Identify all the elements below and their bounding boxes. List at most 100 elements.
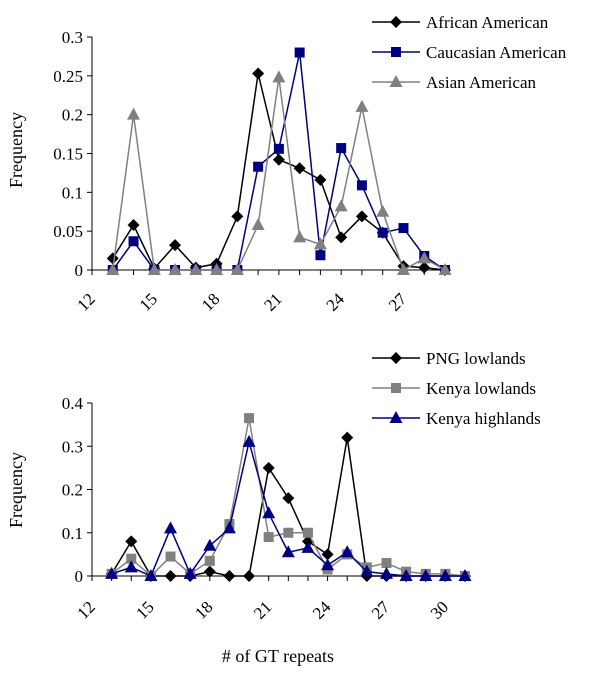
chart2-data-point xyxy=(203,538,217,551)
chart1-data-point xyxy=(335,231,348,244)
chart1-y-tick-label: 0.1 xyxy=(62,183,83,202)
chart1-x-tick-label: 12 xyxy=(73,289,98,314)
chart2-y-tick-label: 0.2 xyxy=(62,481,83,500)
chart2-data-point xyxy=(458,569,472,581)
chart2-data-point xyxy=(242,434,256,447)
chart2-data-point xyxy=(164,570,177,582)
chart2-y-tick-label: 0.3 xyxy=(62,437,83,456)
chart1-data-point xyxy=(231,210,244,223)
chart2-legend-marker xyxy=(389,411,403,423)
chart1-data-point xyxy=(273,143,284,154)
chart1-data-point xyxy=(106,263,120,275)
chart1-data-point xyxy=(106,252,119,265)
chart1-data-point xyxy=(417,251,431,264)
chart2-data-point xyxy=(321,548,334,561)
chart2-y-tick-label: 0 xyxy=(75,567,84,586)
chart1-legend-marker xyxy=(391,47,401,57)
chart1-data-point xyxy=(398,223,409,234)
chart1-data-point xyxy=(355,210,368,223)
chart2-legend-marker xyxy=(391,383,401,393)
chart1-data-point xyxy=(252,67,265,80)
chart2-data-point xyxy=(144,569,158,581)
chart2-data-point xyxy=(223,570,236,582)
chart1-data-point xyxy=(334,199,348,212)
chart1-y-tick-label: 0.3 xyxy=(62,28,83,47)
chart1-data-point xyxy=(315,250,326,261)
chart1-x-tick-label: 27 xyxy=(385,289,411,315)
chart1-y-tick-label: 0.15 xyxy=(53,145,83,164)
chart2-x-tick-label: 30 xyxy=(427,597,452,622)
chart1-data-point xyxy=(377,227,388,238)
chart2-data-point xyxy=(340,545,354,558)
chart1-legend-marker xyxy=(390,16,402,28)
chart1-y-tick-label: 0.05 xyxy=(53,222,83,241)
chart2-data-point xyxy=(282,492,295,505)
chart1-data-point xyxy=(272,153,285,166)
chart2-data-point xyxy=(321,558,335,571)
chart2-data-point xyxy=(262,506,276,519)
chart2-x-tick-label: 15 xyxy=(132,597,157,622)
chart1-y-tick-label: 0.25 xyxy=(53,67,83,86)
chart2-x-tick-label: 18 xyxy=(191,597,216,622)
chart1-data-point xyxy=(314,173,327,186)
chart2-legend-marker xyxy=(390,352,402,364)
chart2-data-point xyxy=(263,532,274,543)
chart2-data-point xyxy=(124,560,138,573)
chart2-data-point xyxy=(203,565,216,578)
chart2-legend-label: Kenya highlands xyxy=(426,409,541,428)
chart1-data-point xyxy=(127,107,141,120)
chart2-x-tick-label: 21 xyxy=(250,597,275,622)
chart1-x-tick-label: 21 xyxy=(260,289,285,314)
chart2-data-point xyxy=(281,545,295,558)
chart2-data-point xyxy=(301,540,315,553)
chart1-data-point xyxy=(418,261,431,274)
chart2-data-point xyxy=(381,558,392,569)
chart2-data-point xyxy=(126,553,137,564)
chart1-y-tick-label: 0 xyxy=(75,261,84,280)
chart1-x-tick-label: 24 xyxy=(323,289,349,315)
chart1-data-point xyxy=(230,263,244,275)
chart2-data-point xyxy=(164,521,178,534)
chart2-legend-label: Kenya lowlands xyxy=(426,379,536,398)
chart2-x-tick-label: 24 xyxy=(309,597,335,623)
chart1-data-point xyxy=(355,99,369,112)
chart1-y-tick-label: 0.2 xyxy=(62,106,83,125)
chart1-legend-label: Asian American xyxy=(426,73,536,92)
chart2-data-point xyxy=(379,566,393,579)
chart1-data-point xyxy=(272,70,286,83)
chart2-data-point xyxy=(283,527,294,538)
chart1-data-point xyxy=(396,263,410,275)
chart2-y-tick-label: 0.4 xyxy=(62,394,84,413)
chart1-data-point xyxy=(189,263,203,275)
chart1-data-point xyxy=(294,47,305,58)
chart2-data-point xyxy=(302,527,313,538)
chart2-data-point xyxy=(262,461,275,474)
chart1-data-point xyxy=(376,204,390,217)
chart1-data-point xyxy=(438,263,452,275)
chart2-data-point xyxy=(204,555,215,566)
chart2-data-point xyxy=(243,570,256,582)
chart2-x-tick-label: 27 xyxy=(368,597,394,623)
chart2-data-point xyxy=(244,413,255,424)
chart2-data-point xyxy=(419,569,433,581)
chart1-y-axis-title: Frequency xyxy=(6,112,26,188)
chart1-x-tick-label: 18 xyxy=(198,289,223,314)
chart1-series-line-3 xyxy=(112,77,446,272)
chart2-legend-label: PNG lowlands xyxy=(426,349,526,368)
chart1-data-point xyxy=(336,143,347,154)
chart2-data-point xyxy=(222,521,236,534)
chart2-data-point xyxy=(183,566,197,579)
chart2-x-tick-label: 12 xyxy=(73,597,98,622)
chart1-series-line-1 xyxy=(112,73,446,271)
chart2-data-point xyxy=(399,569,413,581)
chart2-data-point xyxy=(125,535,138,548)
chart1-data-point xyxy=(169,239,182,252)
chart1-x-tick-label: 15 xyxy=(136,289,161,314)
chart2-data-point xyxy=(105,566,119,579)
chart2-y-tick-label: 0.1 xyxy=(62,524,83,543)
chart1-legend-label: Caucasian American xyxy=(426,43,567,62)
chart2-data-point xyxy=(438,569,452,581)
chart1-data-point xyxy=(251,217,265,230)
